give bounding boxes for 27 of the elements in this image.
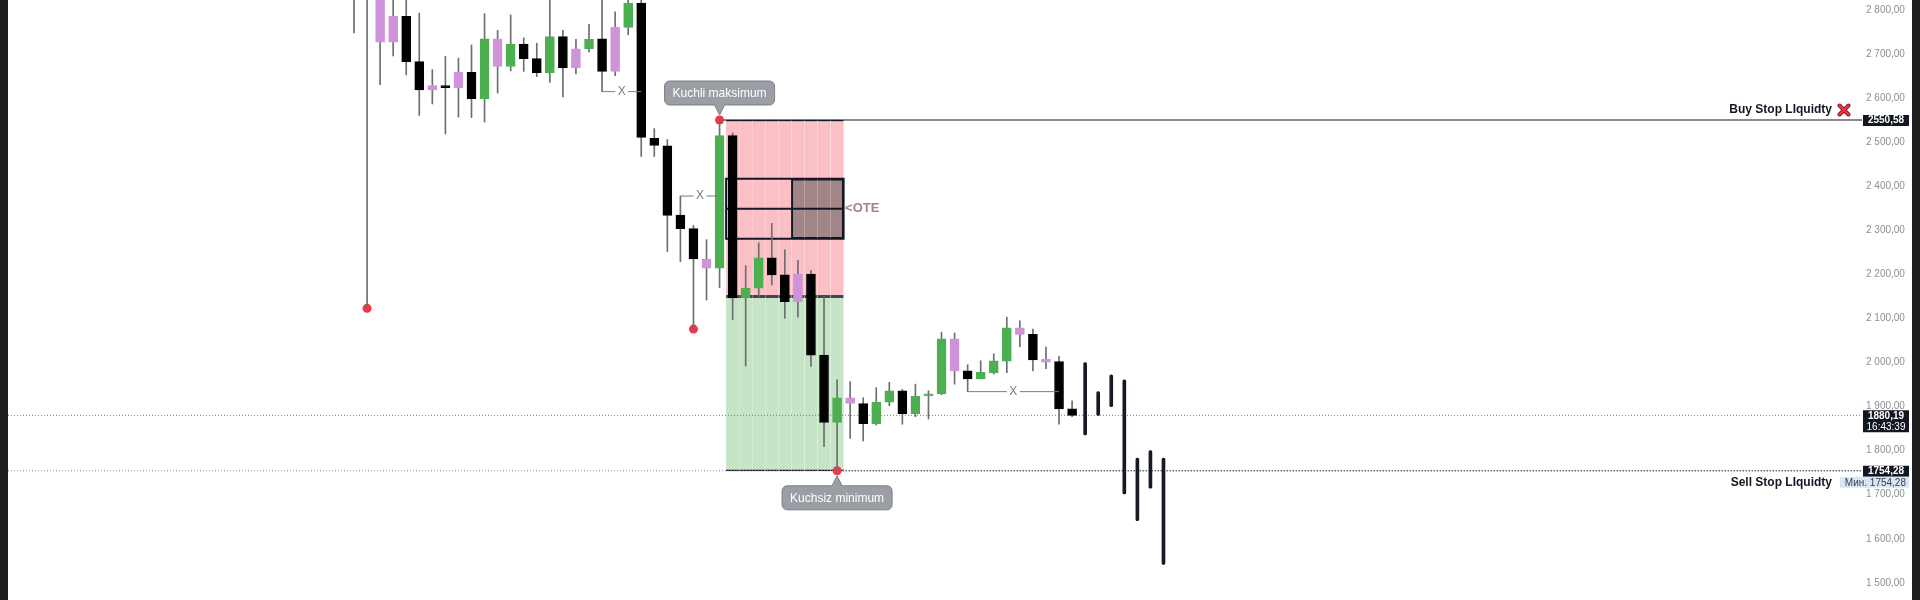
y-tick-label: 1754,28 [1867, 465, 1905, 477]
text: 16:43:39 [1866, 420, 1906, 432]
y-tick-label: 2 700,00 [1866, 47, 1906, 59]
y-tick-label: 1 900,00 [1866, 400, 1906, 412]
y-tick-label: 1 700,00 [1866, 488, 1906, 500]
y-tick-label: 2 500,00 [1866, 136, 1906, 148]
y-tick-label: 2 200,00 [1866, 268, 1906, 280]
y-tick-label: 1 800,00 [1866, 444, 1906, 456]
y-tick-label: 1880,19 [1867, 409, 1905, 421]
ref-line-label: Buy Stop LIquidty [1729, 102, 1833, 117]
y-tick-label: 2 600,00 [1866, 91, 1906, 103]
y-tick-label: 2 400,00 [1866, 180, 1906, 192]
y-tick-label: 2 800,00 [1866, 3, 1906, 15]
y-tick-label: 1 600,00 [1866, 532, 1906, 544]
annotation: Kuchli maksimum [672, 85, 767, 100]
y-tick-label: 2 100,00 [1866, 312, 1906, 324]
annotation: Kuchsiz minimum [790, 490, 885, 505]
ref-line-label: Мин. 1754,28 [1844, 476, 1907, 488]
series-label: X [695, 188, 704, 203]
series-label: X [617, 83, 626, 98]
y-tick-label: 2 300,00 [1866, 224, 1906, 236]
y-tick-label: 2550,58 [1867, 114, 1905, 126]
series-label: <OTE [845, 200, 880, 216]
ref-line-label: Sell Stop LIquidty [1730, 475, 1833, 490]
y-tick-label: 1 500,00 [1866, 576, 1906, 588]
y-tick-label: 2 000,00 [1866, 356, 1906, 368]
series-label: X [1009, 383, 1018, 398]
